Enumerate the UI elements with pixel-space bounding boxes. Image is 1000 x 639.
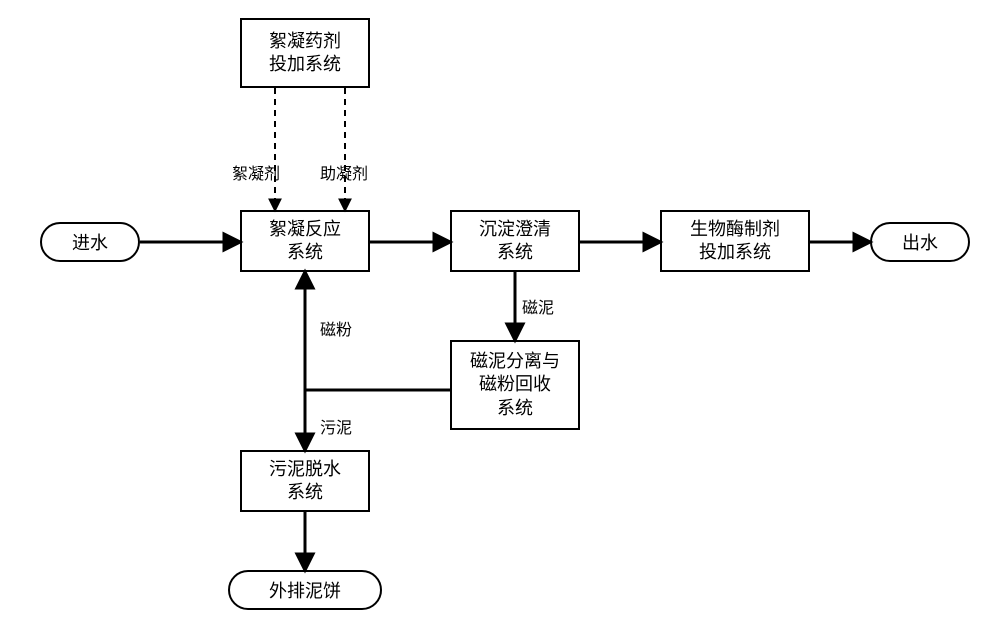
edge-label-magnetic-sludge: 磁泥 xyxy=(522,294,554,318)
node-sedimentation-clarification: 沉淀澄清系统 xyxy=(450,210,580,272)
edge-label-magnetic-powder: 磁粉 xyxy=(320,316,352,340)
node-label: 沉淀澄清系统 xyxy=(479,218,551,265)
node-inlet: 进水 xyxy=(40,222,140,262)
node-label: 污泥脱水系统 xyxy=(269,458,341,505)
node-sludge-dewatering: 污泥脱水系统 xyxy=(240,450,370,512)
node-outlet: 出水 xyxy=(870,222,970,262)
node-label: 进水 xyxy=(72,229,108,255)
edge-label-sludge: 污泥 xyxy=(320,414,352,438)
node-cake-discharge: 外排泥饼 xyxy=(228,570,382,610)
edges-layer xyxy=(0,0,1000,639)
node-label: 絮凝反应系统 xyxy=(269,218,341,265)
node-label: 外排泥饼 xyxy=(269,577,341,603)
node-flocculation-reaction: 絮凝反应系统 xyxy=(240,210,370,272)
edge-label-flocculant: 絮凝剂 xyxy=(232,160,280,184)
node-label: 出水 xyxy=(902,229,938,255)
node-magnetic-recovery: 磁泥分离与磁粉回收系统 xyxy=(450,340,580,430)
node-bio-enzyme-dosing: 生物酶制剂投加系统 xyxy=(660,210,810,272)
node-label: 生物酶制剂投加系统 xyxy=(690,218,780,265)
node-dosing-system: 絮凝药剂投加系统 xyxy=(240,18,370,88)
node-label: 絮凝药剂投加系统 xyxy=(269,30,341,77)
node-label: 磁泥分离与磁粉回收系统 xyxy=(470,350,560,420)
edge-label-coagulant-aid: 助凝剂 xyxy=(320,160,368,184)
